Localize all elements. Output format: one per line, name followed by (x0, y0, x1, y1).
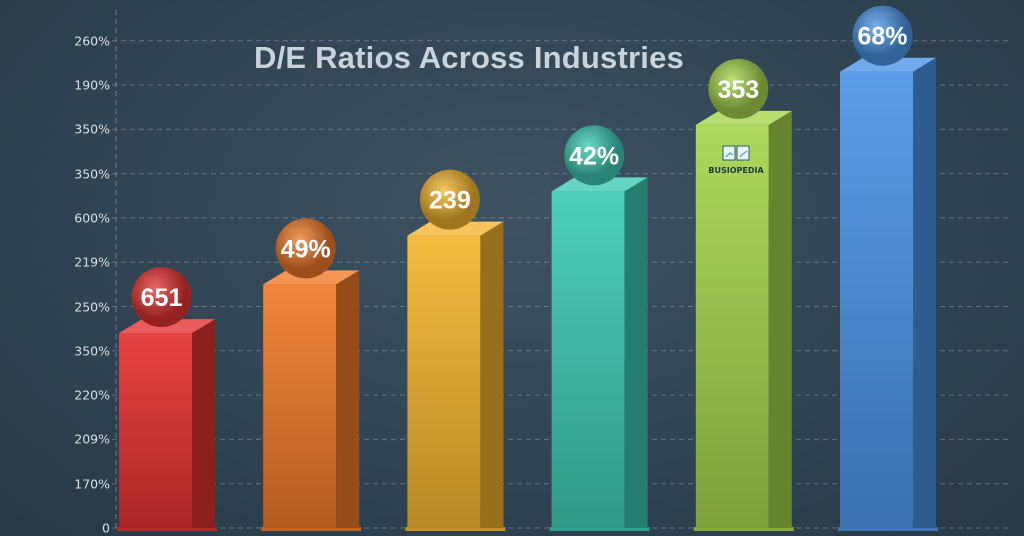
y-tick-label: 260% (74, 33, 110, 49)
bar-front (407, 235, 481, 528)
y-tick-label: 600% (74, 210, 110, 226)
bar-base (693, 527, 794, 531)
y-tick-label: 219% (74, 254, 110, 270)
bar-label-bubble (419, 169, 480, 230)
y-tick-label: 350% (74, 166, 110, 182)
bar-label-bubble (275, 218, 336, 279)
y-tick-label: 220% (74, 387, 110, 403)
bar-base (117, 527, 217, 531)
bar-value-label: 239 (429, 187, 471, 215)
bar-side (480, 221, 504, 528)
bar-label-bubble (564, 125, 625, 186)
bar-label-bubble (708, 58, 769, 119)
y-tick-label: 170% (74, 476, 110, 492)
y-tick-label: 0 (102, 520, 110, 536)
bar-label-bubble (852, 5, 913, 66)
bar-value-label: 68% (857, 23, 907, 51)
bar-front (840, 71, 913, 529)
bar-front (551, 191, 625, 528)
watermark-text: BUSIOPEDIA (708, 166, 764, 175)
bar-side (192, 319, 215, 528)
bar-label-bubble (131, 267, 192, 328)
y-tick-label: 250% (74, 299, 110, 314)
bar-front (695, 124, 769, 529)
bar-base (261, 527, 362, 531)
bar-base (405, 527, 506, 531)
bar-side (624, 177, 648, 528)
bar-value-label: 651 (141, 284, 183, 312)
watermark-logo: BUSIOPEDIA (706, 144, 766, 175)
bar-side (336, 270, 360, 528)
y-tick-label: 209% (74, 431, 110, 447)
y-tick-label: 350% (74, 343, 110, 359)
chart-title: D/E Ratios Across Industries (254, 40, 684, 75)
bar-front (263, 284, 337, 528)
bar-side (768, 110, 792, 529)
bar-value-label: 49% (281, 235, 331, 263)
bar-base (838, 527, 938, 531)
bar-value-label: 353 (717, 76, 759, 104)
book-icon (722, 145, 750, 161)
bar-front (119, 333, 192, 528)
bar-side (913, 57, 936, 529)
bar-base (549, 527, 650, 531)
y-tick-label: 190% (74, 77, 110, 93)
y-tick-label: 350% (74, 121, 110, 137)
bar-value-label: 42% (569, 142, 619, 170)
